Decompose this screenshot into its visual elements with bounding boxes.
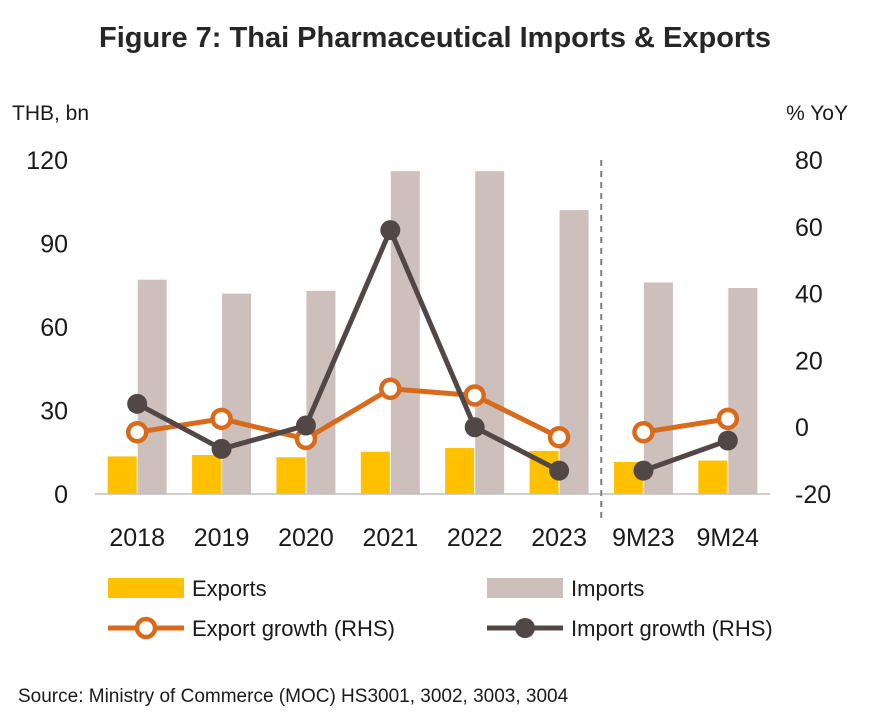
y-right-tick-label: -20 <box>795 481 831 509</box>
source-note: Source: Ministry of Commerce (MOC) HS300… <box>18 686 569 707</box>
export-growth-rhs-point-2023 <box>547 425 571 449</box>
export-bar-2018 <box>107 456 137 494</box>
y-left-tick-label: 120 <box>26 147 68 175</box>
lines-layer <box>125 220 740 481</box>
chart: 0 30 60 90 120 -20 0 20 40 60 80 THB, bn % YoY 2018 20… <box>12 102 848 641</box>
legend: Exports Imports Export growth (RHS) Import … <box>108 576 773 641</box>
y-right-tick-label: 0 <box>795 414 809 442</box>
x-tick-label: 9M24 <box>697 524 760 552</box>
x-tick-label: 2020 <box>278 524 334 552</box>
chart-title: Figure 7: Thai Pharmaceutical Imports & … <box>99 22 771 54</box>
export-bar-2019 <box>192 455 222 494</box>
import-bar-2022 <box>475 171 505 494</box>
bars-layer <box>107 171 758 494</box>
y-left-tick-label: 60 <box>40 314 68 342</box>
import-bar-2018 <box>137 279 167 494</box>
legend-swatch-exports <box>108 578 184 598</box>
x-tick-label: 2019 <box>194 524 250 552</box>
import-growth-rhs-point-2018 <box>127 393 148 414</box>
export-growth-rhs-point-9M23 <box>632 420 655 444</box>
export-growth-rhs-line-2 <box>643 416 729 435</box>
legend-marker-export-growth-rhs <box>134 616 158 640</box>
export-bar-2021 <box>360 451 390 494</box>
x-tick-label: 2018 <box>109 524 165 552</box>
legend-swatch-imports <box>487 578 563 598</box>
y-left-axis-label: THB, bn <box>12 102 89 125</box>
x-tick-label: 9M23 <box>612 524 675 552</box>
export-growth-rhs-point-2019 <box>210 407 233 431</box>
legend-label-imports: Imports <box>571 576 644 601</box>
import-growth-rhs-point-9M24 <box>717 430 738 451</box>
y-left-tick-label: 30 <box>40 398 68 426</box>
import-bar-2023 <box>559 210 589 494</box>
export-growth-rhs-point-9M24 <box>716 407 740 431</box>
import-growth-rhs-point-2023 <box>549 460 570 481</box>
y-right-tick-label: 20 <box>795 347 823 375</box>
y-right-tick-label: 40 <box>795 281 823 309</box>
import-growth-rhs-line-2 <box>642 438 729 473</box>
y-left-tick-label: 90 <box>40 231 68 259</box>
import-bar-9M24 <box>728 288 758 494</box>
export-growth-rhs-point-2018 <box>125 420 149 444</box>
legend-label-export-growth-rhs: Export growth (RHS) <box>192 616 395 641</box>
x-tick-label: 2022 <box>447 524 503 552</box>
y-right-tick-label: 80 <box>795 147 823 175</box>
import-bar-9M23 <box>643 282 673 494</box>
y-right-axis-label: % YoY <box>786 102 848 125</box>
export-bar-9M24 <box>698 460 728 494</box>
axes-layer: 0 30 60 90 120 -20 0 20 40 60 80 THB, bn % YoY 2018 20… <box>12 102 848 552</box>
legend-marker-import-growth-rhs <box>515 618 535 638</box>
import-growth-rhs-point-2021 <box>380 220 401 241</box>
import-bar-2021 <box>390 171 420 494</box>
export-growth-rhs-line-1 <box>136 386 561 442</box>
x-tick-label: 2021 <box>363 524 419 552</box>
export-growth-rhs-point-2021 <box>379 377 402 401</box>
y-right-tick-label: 60 <box>795 214 823 242</box>
x-tick-label: 2023 <box>531 524 587 552</box>
legend-label-import-growth-rhs: Import growth (RHS) <box>571 616 773 641</box>
import-growth-rhs-point-2022 <box>464 417 485 438</box>
export-bar-2022 <box>445 448 475 494</box>
import-growth-rhs-point-2019 <box>211 438 232 459</box>
import-growth-rhs-line-1 <box>136 227 561 473</box>
export-bar-2020 <box>276 457 306 494</box>
import-growth-rhs-point-9M23 <box>633 460 654 481</box>
import-growth-rhs-point-2020 <box>295 415 316 436</box>
import-bar-2019 <box>222 293 252 494</box>
y-left-tick-label: 0 <box>54 481 68 509</box>
export-growth-rhs-point-2022 <box>463 384 486 407</box>
legend-label-exports: Exports <box>192 576 267 601</box>
